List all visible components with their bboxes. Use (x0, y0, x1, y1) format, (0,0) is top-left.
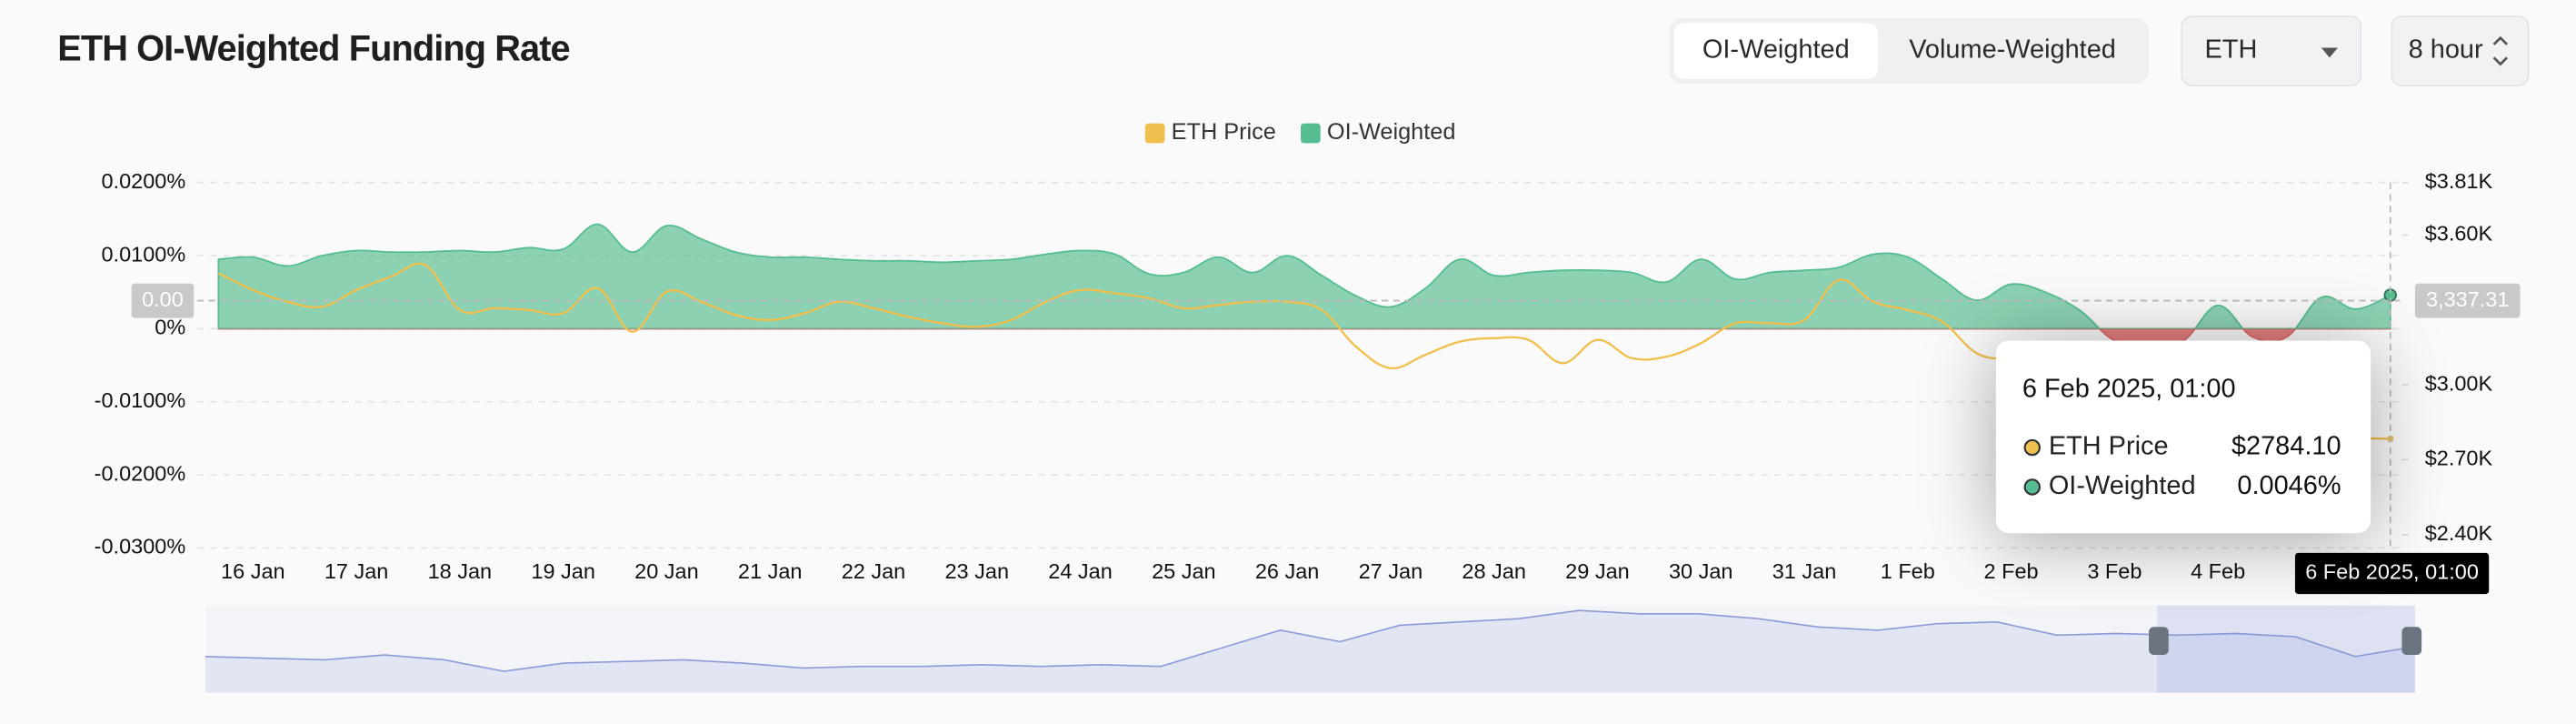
y2-tick-label: $3.60K (2425, 222, 2493, 246)
x-tick-label: 2 Feb (1984, 559, 2039, 583)
x-tick-label: 25 Jan (1152, 559, 1216, 583)
interval-select-value[interactable]: 8 hour (2409, 35, 2483, 65)
tab-active-bg (1673, 23, 1878, 79)
y2-tick-label: $3.81K (2425, 169, 2493, 193)
tooltip-value: 0.0046% (2237, 471, 2341, 500)
y-tick-label: -0.0300% (95, 535, 186, 558)
page-title: ETH OI-Weighted Funding Rate (57, 29, 570, 69)
legend-label: OI-Weighted (1327, 119, 1455, 145)
y-tick-label: -0.0200% (95, 461, 186, 485)
x-tick-label: 29 Jan (1565, 559, 1630, 583)
x-tick-label: 19 Jan (531, 559, 595, 583)
asset-select-value[interactable]: ETH (2205, 35, 2258, 65)
dropdown-arrow (2321, 47, 2338, 58)
crosshair-y2-label: 3,337.31 (2426, 287, 2509, 311)
crosshair-tag (2414, 283, 2521, 318)
tab[interactable]: OI-Weighted (1702, 35, 1850, 65)
axis-pointer-label: 6 Feb 2025, 01:00 (2305, 560, 2479, 584)
navigator-area (205, 610, 2415, 693)
x-tick-label: 31 Jan (1772, 559, 1837, 583)
legend-label: ETH Price (1172, 119, 1276, 145)
x-tick-label: 26 Jan (1255, 559, 1320, 583)
tooltip: 6 Feb 2025, 01:00 ETH Price $2784.10 OI-Wei… (1995, 340, 2371, 534)
x-tick-label: 21 Jan (738, 559, 803, 583)
interval-select[interactable] (2391, 15, 2530, 86)
x-tick-label: 27 Jan (1359, 559, 1423, 583)
x-tick-label: 3 Feb (2087, 559, 2142, 583)
y2-tick-label: $2.40K (2425, 521, 2493, 545)
tooltip-name: OI-Weighted (2049, 471, 2196, 500)
area-positive (217, 223, 2391, 329)
stepper-arrows (2492, 35, 2509, 66)
y-tick-label: -0.0100% (95, 388, 186, 412)
navigator-line (205, 609, 2416, 672)
y-tick-label: 0.0100% (101, 242, 185, 266)
tab[interactable]: Volume-Weighted (1909, 35, 2116, 65)
plot: ETH Price OI-Weighted 0.0200% 0.0100% 0% -0.0… (95, 119, 2521, 693)
tooltip-marker (2023, 478, 2041, 496)
tooltip-box (1995, 340, 2371, 534)
y-tick-label: 0.0200% (101, 169, 185, 193)
y2-tick-label: $2.70K (2425, 447, 2493, 470)
x-tick-label: 18 Jan (428, 559, 493, 583)
x-tick-label: 17 Jan (324, 559, 389, 583)
y2-tick-label: $3.00K (2425, 371, 2493, 395)
x-tick-label: 20 Jan (634, 559, 699, 583)
x-tick-label: 22 Jan (842, 559, 906, 583)
navigator-handle[interactable] (2401, 627, 2422, 656)
x-tick-label: 4 Feb (2191, 559, 2245, 583)
x-tick-label: 23 Jan (945, 559, 1010, 583)
area-negative (217, 328, 2391, 345)
tooltip-value: $2784.10 (2232, 432, 2341, 461)
x-tick-label: 30 Jan (1669, 559, 1733, 583)
navigator-selection (2157, 605, 2415, 693)
x-tick-label: 28 Jan (1462, 559, 1526, 583)
x-tick-label: 16 Jan (221, 559, 285, 583)
navigator-handle[interactable] (2149, 627, 2169, 656)
axis-pointer-bg (2294, 552, 2490, 595)
x-tick-label: 24 Jan (1048, 559, 1113, 583)
crosshair-tag (131, 283, 195, 318)
tooltip-name: ETH Price (2049, 432, 2169, 461)
crosshair-y-label: 0.00 (142, 287, 184, 311)
legend-swatch (1300, 123, 1321, 144)
tooltip-title: 6 Feb 2025, 01:00 (2022, 374, 2236, 403)
legend-swatch (1144, 123, 1165, 144)
tooltip-marker (2023, 438, 2041, 457)
x-tick-label: 1 Feb (1881, 559, 1935, 583)
y-tick-label: 0% (155, 316, 185, 339)
asset-select[interactable] (2181, 15, 2362, 86)
